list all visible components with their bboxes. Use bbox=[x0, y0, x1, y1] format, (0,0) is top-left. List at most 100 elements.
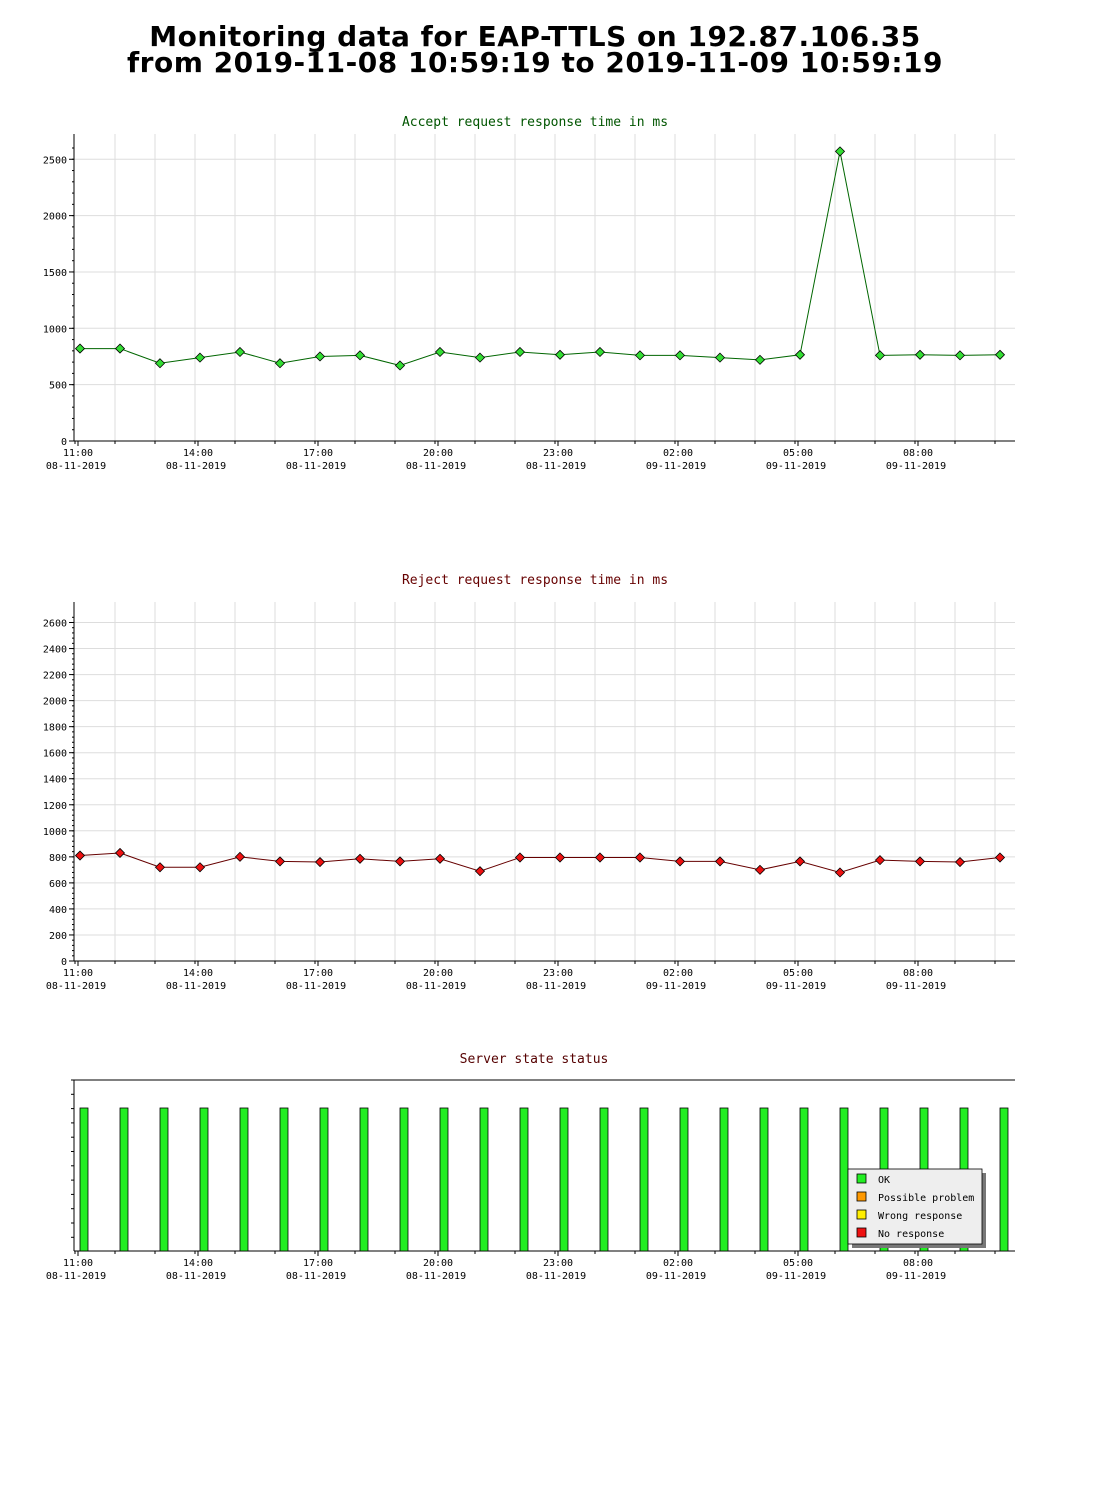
status-bar bbox=[319, 1107, 329, 1252]
x-tick-label-date: 08-11-2019 bbox=[406, 461, 466, 472]
data-point-marker bbox=[994, 852, 1006, 863]
y-tick-label: 0 bbox=[61, 437, 67, 448]
legend-box bbox=[847, 1168, 983, 1245]
y-tick-label: 200 bbox=[49, 931, 67, 942]
status-bar bbox=[79, 1107, 89, 1252]
accept-response-chart: Accept request response time in ms 0 500 10… bbox=[43, 115, 1015, 472]
status-bar bbox=[639, 1107, 649, 1252]
x-tick-label-date: 08-11-2019 bbox=[526, 1271, 586, 1282]
series-line bbox=[79, 852, 1001, 873]
data-point-marker bbox=[874, 350, 886, 361]
x-tick-label-date: 09-11-2019 bbox=[766, 1271, 826, 1282]
status-bar bbox=[599, 1107, 609, 1252]
x-tick-label-date: 08-11-2019 bbox=[526, 461, 586, 472]
data-point-marker bbox=[354, 350, 366, 361]
data-point-marker bbox=[474, 866, 486, 877]
status-bar bbox=[159, 1107, 169, 1252]
data-point-marker bbox=[914, 856, 926, 867]
x-tick-label-date: 08-11-2019 bbox=[166, 1271, 226, 1282]
server-status-chart: Server state status 11:00 08-11-2019 14:00 0… bbox=[46, 1052, 1015, 1282]
status-bar bbox=[279, 1107, 289, 1252]
series-line bbox=[80, 151, 1001, 367]
x-tick-label-date: 09-11-2019 bbox=[766, 461, 826, 472]
status-bar bbox=[999, 1107, 1009, 1252]
data-point-marker bbox=[714, 856, 726, 867]
y-tick-label: 400 bbox=[49, 905, 67, 916]
data-point-marker bbox=[754, 864, 766, 875]
x-tick-label-date: 09-11-2019 bbox=[766, 981, 826, 992]
status-bar bbox=[439, 1107, 449, 1252]
data-point-marker bbox=[754, 354, 766, 365]
x-tick-label-time: 11:00 bbox=[63, 448, 93, 459]
page-title-line-1: Monitoring data for EAP-TTLS on 192.87.1… bbox=[149, 20, 921, 53]
x-tick-label-date: 08-11-2019 bbox=[46, 981, 106, 992]
y-tick-label: 2600 bbox=[43, 619, 67, 630]
data-point-marker bbox=[234, 851, 246, 862]
data-point-marker bbox=[514, 852, 526, 863]
data-point-marker bbox=[714, 352, 726, 363]
y-tick-label: 2500 bbox=[43, 155, 67, 166]
y-tick-label: 600 bbox=[49, 879, 67, 890]
x-tick-label-date: 08-11-2019 bbox=[46, 461, 106, 472]
y-tick-label: 2000 bbox=[43, 697, 67, 708]
x-tick-label-date: 09-11-2019 bbox=[646, 1271, 706, 1282]
data-point-marker bbox=[434, 853, 446, 864]
x-tick-label-time: 08:00 bbox=[903, 1258, 933, 1269]
x-tick-label-time: 05:00 bbox=[783, 1258, 813, 1269]
x-tick-label-time: 23:00 bbox=[543, 448, 573, 459]
x-tick-label-time: 14:00 bbox=[183, 968, 213, 979]
status-bar bbox=[239, 1107, 249, 1252]
x-tick-label-date: 08-11-2019 bbox=[46, 1271, 106, 1282]
data-point-marker bbox=[554, 852, 566, 863]
data-point-marker bbox=[194, 352, 206, 363]
x-tick-label-date: 08-11-2019 bbox=[286, 461, 346, 472]
x-tick-label-date: 08-11-2019 bbox=[286, 1271, 346, 1282]
y-tick-label: 1600 bbox=[43, 749, 67, 760]
y-tick-label: 1800 bbox=[43, 723, 67, 734]
legend-label: No response bbox=[878, 1229, 944, 1240]
data-point-marker bbox=[154, 358, 166, 369]
data-point-marker bbox=[954, 350, 966, 361]
legend-swatch bbox=[856, 1227, 867, 1238]
x-tick-label-date: 09-11-2019 bbox=[886, 461, 946, 472]
status-bar bbox=[479, 1107, 489, 1252]
x-tick-label-time: 05:00 bbox=[783, 448, 813, 459]
chart-title: Server state status bbox=[460, 1052, 609, 1067]
status-bar bbox=[399, 1107, 409, 1252]
x-tick-label-time: 11:00 bbox=[63, 968, 93, 979]
status-bar bbox=[679, 1107, 689, 1252]
x-tick-label-time: 02:00 bbox=[663, 968, 693, 979]
x-tick-label-time: 20:00 bbox=[423, 448, 453, 459]
x-tick-label-time: 14:00 bbox=[183, 448, 213, 459]
data-point-marker bbox=[74, 850, 86, 861]
y-tick-label: 800 bbox=[49, 853, 67, 864]
data-point-marker bbox=[634, 350, 646, 361]
x-tick-label-date: 08-11-2019 bbox=[166, 981, 226, 992]
data-point-marker bbox=[434, 346, 446, 358]
x-tick-label-date: 08-11-2019 bbox=[526, 981, 586, 992]
legend-label: OK bbox=[878, 1175, 890, 1186]
data-point-marker bbox=[994, 349, 1006, 360]
data-point-marker bbox=[834, 867, 846, 878]
status-bar bbox=[519, 1107, 529, 1252]
x-tick-label-date: 08-11-2019 bbox=[166, 461, 226, 472]
chart-title: Reject request response time in ms bbox=[402, 573, 668, 588]
data-point-marker bbox=[154, 862, 166, 873]
data-point-marker bbox=[274, 856, 286, 867]
legend-label: Possible problem bbox=[878, 1193, 974, 1204]
data-point-marker bbox=[514, 346, 526, 358]
status-bar bbox=[719, 1107, 729, 1252]
y-tick-label: 1000 bbox=[43, 324, 67, 335]
data-point-marker bbox=[314, 351, 326, 362]
status-bar bbox=[359, 1107, 369, 1252]
x-tick-label-date: 08-11-2019 bbox=[406, 981, 466, 992]
status-bar bbox=[799, 1107, 809, 1252]
status-bar bbox=[759, 1107, 769, 1252]
data-point-marker bbox=[274, 358, 286, 369]
data-point-marker bbox=[634, 852, 646, 863]
data-point-marker bbox=[194, 862, 206, 873]
x-tick-label-time: 20:00 bbox=[423, 1258, 453, 1269]
data-point-marker bbox=[874, 855, 886, 866]
page-title-line-2: from 2019-11-08 10:59:19 to 2019-11-09 1… bbox=[126, 46, 944, 79]
x-tick-label-time: 02:00 bbox=[663, 1258, 693, 1269]
